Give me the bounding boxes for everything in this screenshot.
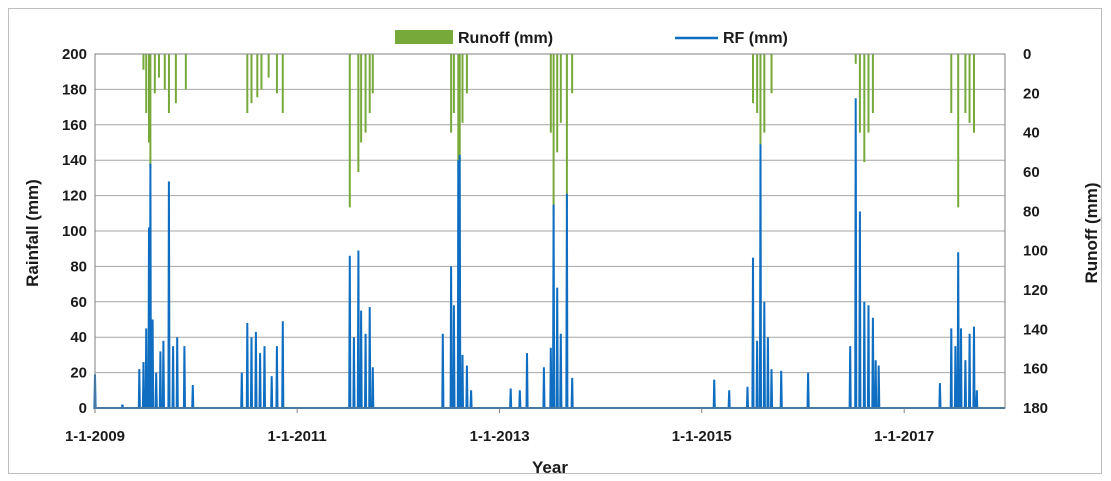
runoff-bar (759, 54, 762, 182)
right-tick-label: 140 (1023, 321, 1048, 338)
runoff-bar (457, 54, 460, 172)
right-axis-ticks: 0 20 40 60 80 100 120 140 160 180 (1023, 46, 1048, 417)
runoff-bar (174, 54, 177, 104)
runoff-bar (348, 54, 351, 208)
runoff-bar (157, 54, 160, 78)
runoff-bar (246, 54, 249, 113)
runoff-bar (357, 54, 360, 172)
right-tick-label: 100 (1023, 243, 1048, 260)
runoff-bar (167, 54, 170, 113)
runoff-bar (149, 54, 152, 169)
plot-area-border (94, 53, 1006, 409)
runoff-bar (867, 54, 870, 133)
runoff-bar (371, 54, 374, 94)
runoff-bar (964, 54, 967, 113)
left-tick-label: 140 (62, 152, 87, 169)
left-tick-label: 100 (62, 223, 87, 240)
left-tick-label: 120 (62, 188, 87, 205)
right-tick-label: 40 (1023, 125, 1040, 142)
legend-rf-label: RF (mm) (723, 30, 788, 47)
runoff-bar (145, 54, 148, 113)
runoff-bar (871, 54, 874, 113)
runoff-bar (770, 54, 773, 94)
left-tick-label: 0 (79, 400, 87, 417)
x-axis-title: Year (532, 458, 568, 477)
runoff-bar (163, 54, 166, 90)
runoff-bar (260, 54, 263, 90)
runoff-bar (281, 54, 284, 113)
runoff-bar (267, 54, 270, 78)
right-tick-label: 60 (1023, 164, 1040, 181)
legend: Runoff (mm) RF (mm) (395, 30, 788, 47)
runoff-bar (256, 54, 259, 98)
x-tick-label: 1-1-2013 (470, 428, 530, 445)
runoff-bar (148, 54, 151, 143)
right-tick-label: 180 (1023, 400, 1048, 417)
runoff-bar (968, 54, 971, 123)
runoff-bar (854, 54, 857, 64)
legend-runoff-label: Runoff (mm) (458, 30, 553, 47)
runoff-bar (142, 54, 145, 70)
left-tick-label: 40 (70, 329, 87, 346)
runoff-bar (364, 54, 367, 133)
right-tick-label: 120 (1023, 282, 1048, 299)
x-tick-label: 1-1-2015 (672, 428, 732, 445)
runoff-bar (360, 54, 363, 143)
right-tick-label: 160 (1023, 361, 1048, 378)
x-tick-label: 1-1-2009 (65, 428, 125, 445)
runoff-bar (450, 54, 453, 133)
runoff-bar (556, 54, 559, 153)
right-tick-label: 0 (1023, 46, 1031, 63)
right-axis-title: Runoff (mm) (1082, 182, 1101, 283)
left-tick-label: 20 (70, 365, 87, 382)
runoff-bar (559, 54, 562, 123)
runoff-bar (153, 54, 156, 94)
x-axis-ticks: 1-1-2009 1-1-2011 1-1-2013 1-1-2015 1-1-2017 (65, 408, 934, 445)
runoff-bar (571, 54, 574, 94)
runoff-series (94, 54, 977, 409)
runoff-bar (452, 54, 455, 113)
runoff-bar (465, 54, 468, 94)
rainfall-series-line (93, 98, 1005, 409)
runoff-bar (972, 54, 975, 133)
runoff-bar (756, 54, 759, 113)
right-tick-label: 20 (1023, 85, 1040, 102)
left-tick-label: 180 (62, 81, 87, 98)
left-tick-label: 200 (62, 46, 87, 63)
x-tick-label: 1-1-2011 (268, 428, 327, 445)
runoff-bar (957, 54, 960, 208)
legend-runoff-swatch (395, 30, 453, 44)
runoff-bar (763, 54, 766, 133)
runoff-bar (549, 54, 552, 133)
x-tick-label: 1-1-2017 (874, 428, 934, 445)
left-tick-label: 160 (62, 117, 87, 134)
runoff-bar (950, 54, 953, 113)
left-tick-label: 80 (70, 258, 87, 275)
runoff-bar (751, 54, 754, 104)
runoff-bar (250, 54, 253, 104)
runoff-bar (565, 54, 568, 208)
left-tick-label: 60 (70, 294, 87, 311)
runoff-bar (275, 54, 278, 94)
runoff-bar (863, 54, 866, 163)
right-tick-label: 80 (1023, 203, 1040, 220)
runoff-bar (461, 54, 464, 123)
runoff-bar (184, 54, 187, 90)
runoff-bar (858, 54, 861, 133)
runoff-bar (368, 54, 371, 113)
runoff-bar (458, 54, 461, 163)
left-axis-ticks: 0 20 40 60 80 100 120 140 160 180 200 (62, 46, 87, 417)
left-axis-title: Rainfall (mm) (23, 179, 42, 287)
runoff-bar (552, 54, 555, 216)
